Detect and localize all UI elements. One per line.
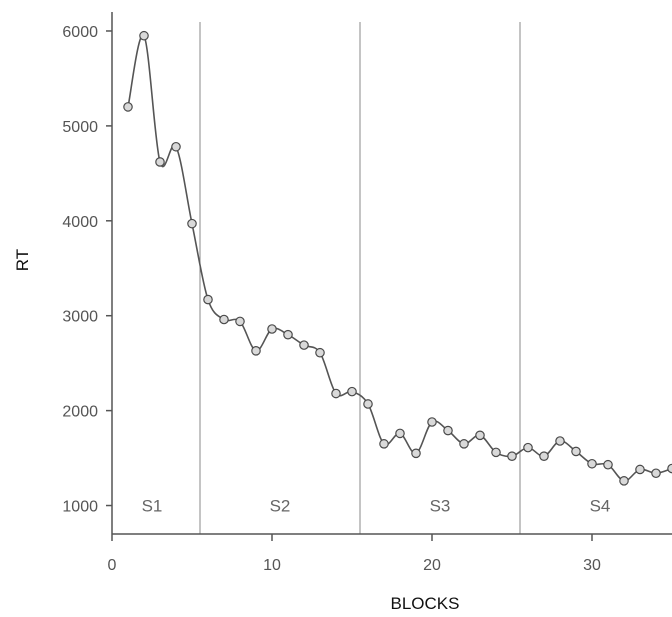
data-point: [379, 439, 389, 449]
data-point: [363, 399, 373, 409]
data-point: [443, 425, 453, 436]
data-point: [603, 459, 613, 470]
data-point: [171, 141, 181, 152]
data-point: [619, 476, 629, 486]
y-axis-label: RT: [13, 249, 32, 271]
data-point: [539, 451, 549, 461]
data-point: [347, 386, 357, 397]
data-point: [187, 218, 197, 229]
data-point: [523, 442, 533, 453]
data-point: [299, 340, 309, 350]
x-tick-label: 10: [263, 557, 281, 574]
session-labels: S1 S2 S3 S4: [142, 497, 611, 516]
data-point: [475, 430, 485, 441]
session-label: S3: [430, 497, 451, 516]
y-tick-label: 5000: [62, 119, 98, 136]
x-axis-label: BLOCKS: [391, 594, 460, 613]
data-point: [411, 448, 421, 459]
y-tick-label: 1000: [62, 499, 98, 516]
data-point: [331, 388, 341, 399]
data-point: [587, 458, 597, 469]
rt-series-points: [123, 30, 672, 486]
session-label: S1: [142, 497, 163, 516]
data-point: [235, 316, 245, 327]
session-dividers: [199, 22, 521, 534]
data-point: [507, 451, 517, 461]
data-point: [267, 324, 277, 334]
data-point: [427, 417, 437, 427]
data-point: [395, 428, 405, 439]
rt-series-line: [127, 34, 672, 482]
data-point: [635, 464, 645, 475]
session-label: S2: [270, 497, 291, 516]
y-tick-label: 2000: [62, 404, 98, 421]
data-point: [203, 294, 213, 305]
data-point: [651, 468, 661, 479]
data-point: [555, 436, 565, 446]
data-point: [219, 314, 229, 325]
y-tick-label: 4000: [62, 214, 98, 231]
y-axis-ticks: 1000 2000 3000 4000 5000 6000: [62, 24, 112, 516]
x-tick-label: 0: [108, 557, 117, 574]
data-point: [667, 463, 672, 474]
x-tick-label: 20: [423, 557, 441, 574]
data-point: [459, 439, 469, 449]
x-axis-ticks: 0 10 20 30: [108, 534, 601, 574]
data-point: [123, 102, 133, 112]
data-point: [571, 446, 581, 457]
session-label: S4: [590, 497, 611, 516]
data-point: [139, 30, 149, 41]
data-point: [155, 157, 165, 167]
y-tick-label: 6000: [62, 24, 98, 41]
data-point: [315, 347, 325, 358]
x-tick-label: 30: [583, 557, 601, 574]
y-tick-label: 3000: [62, 309, 98, 326]
data-point: [251, 346, 261, 356]
data-point: [283, 329, 293, 340]
data-point: [491, 447, 501, 458]
